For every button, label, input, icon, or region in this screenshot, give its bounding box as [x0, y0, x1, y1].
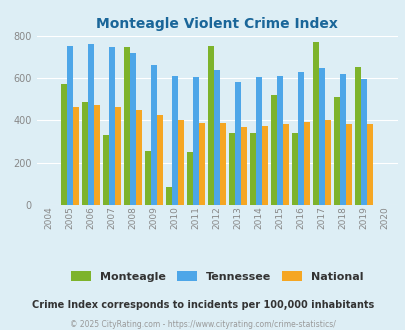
- Bar: [298, 72, 303, 205]
- Bar: [334, 97, 339, 205]
- Bar: [262, 126, 267, 205]
- Text: Crime Index corresponds to incidents per 100,000 inhabitants: Crime Index corresponds to incidents per…: [32, 300, 373, 310]
- Bar: [130, 53, 136, 205]
- Bar: [178, 120, 183, 205]
- Bar: [172, 76, 178, 205]
- Bar: [241, 127, 246, 205]
- Bar: [214, 70, 220, 205]
- Bar: [360, 79, 366, 205]
- Bar: [109, 47, 115, 205]
- Bar: [250, 133, 256, 205]
- Bar: [61, 83, 67, 205]
- Text: © 2025 CityRating.com - https://www.cityrating.com/crime-statistics/: © 2025 CityRating.com - https://www.city…: [70, 319, 335, 329]
- Bar: [318, 68, 324, 205]
- Bar: [339, 74, 345, 205]
- Bar: [345, 124, 351, 205]
- Bar: [256, 77, 262, 205]
- Bar: [208, 46, 214, 205]
- Bar: [366, 124, 372, 205]
- Bar: [94, 105, 100, 205]
- Bar: [166, 187, 172, 205]
- Bar: [234, 82, 241, 205]
- Bar: [313, 42, 318, 205]
- Bar: [187, 152, 193, 205]
- Bar: [354, 67, 360, 205]
- Bar: [136, 110, 142, 205]
- Bar: [282, 124, 288, 205]
- Bar: [198, 122, 205, 205]
- Bar: [303, 121, 309, 205]
- Legend: Monteagle, Tennessee, National: Monteagle, Tennessee, National: [66, 267, 367, 286]
- Bar: [229, 133, 235, 205]
- Bar: [145, 151, 151, 205]
- Bar: [82, 102, 88, 205]
- Bar: [193, 77, 198, 205]
- Bar: [115, 107, 121, 205]
- Bar: [151, 65, 157, 205]
- Bar: [88, 44, 94, 205]
- Bar: [271, 95, 277, 205]
- Bar: [220, 122, 226, 205]
- Bar: [67, 46, 73, 205]
- Bar: [277, 76, 282, 205]
- Bar: [157, 115, 162, 205]
- Bar: [103, 135, 109, 205]
- Bar: [73, 107, 79, 205]
- Bar: [292, 133, 298, 205]
- Bar: [324, 120, 330, 205]
- Bar: [124, 47, 130, 205]
- Title: Monteagle Violent Crime Index: Monteagle Violent Crime Index: [96, 17, 337, 31]
